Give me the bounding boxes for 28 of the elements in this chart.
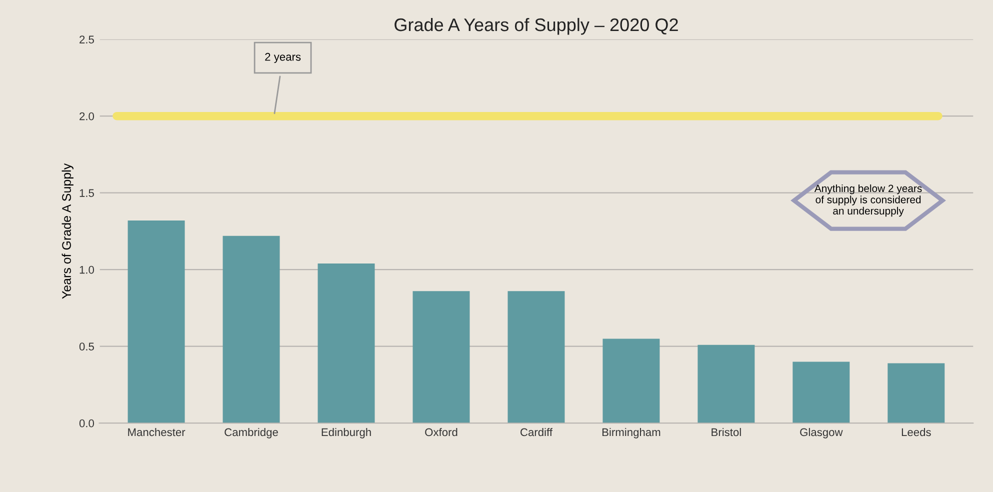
chart-title: Grade A Years of Supply – 2020 Q2: [394, 18, 678, 35]
ref-line-label: 2 years: [265, 52, 301, 63]
x-tick-label: Cardiff: [520, 428, 553, 436]
x-tick-label: Oxford: [425, 428, 458, 436]
x-tick-label: Edinburgh: [322, 428, 371, 438]
x-tick-label: Leeds: [902, 428, 931, 436]
x-tick-label: Bristol: [712, 428, 741, 436]
y-tick-label: 0.0: [79, 419, 94, 428]
y-tick-label: 0.5: [79, 342, 94, 351]
y-tick-label: 2.0: [80, 112, 94, 120]
y-tick-label: 1.0: [80, 266, 94, 274]
bar: [888, 363, 945, 424]
bar: [412, 291, 470, 424]
y-tick-label: 1.5: [80, 189, 94, 197]
bar: [698, 344, 755, 424]
bar: [318, 263, 375, 424]
bar: [222, 236, 280, 424]
y-axis-title: Years of Grade A Supply: [62, 163, 74, 299]
x-tick-label: Birmingham: [602, 428, 660, 438]
annotation: Anything below 2 years of supply is considered an undersupply: [814, 184, 922, 217]
x-tick-label: Glasgow: [800, 428, 843, 438]
y-tick-label: 2.5: [80, 36, 94, 44]
bar: [128, 220, 185, 424]
bar: [602, 338, 660, 424]
bar: [508, 291, 565, 424]
x-tick-label: Cambridge: [224, 428, 278, 438]
bar: [792, 362, 850, 424]
x-tick-label: Manchester: [128, 428, 186, 436]
